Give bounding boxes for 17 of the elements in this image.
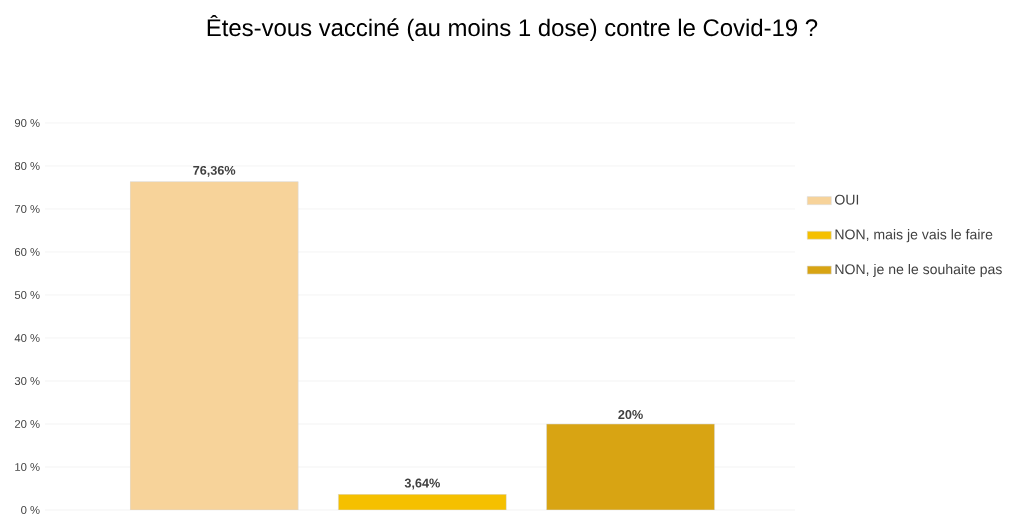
y-tick-label: 50 % — [14, 291, 40, 299]
legend-label: OUI — [835, 194, 859, 205]
y-tick-label: 30 % — [14, 377, 40, 385]
y-tick-label: 20 % — [14, 420, 40, 428]
y-tick-label: 40 % — [14, 334, 40, 342]
data-label: 3,64% — [404, 478, 440, 490]
y-tick-label: 80 % — [14, 162, 40, 170]
data-label: 76,36% — [193, 165, 236, 177]
legend-label: NON, je ne le souhaite pas — [835, 263, 1002, 277]
data-label: 20% — [618, 410, 643, 420]
y-tick-label: 0 % — [21, 506, 40, 514]
chart-title: Êtes-vous vacciné (au moins 1 dose) contre le Covid-19 ? — [207, 15, 818, 41]
legend-label: NON, mais je vais le faire — [835, 229, 993, 243]
y-tick-label: 90 % — [14, 119, 40, 127]
y-tick-label: 10 % — [15, 463, 40, 471]
y-tick-label: 60 % — [14, 248, 40, 256]
y-tick-label: 70 % — [14, 205, 40, 213]
